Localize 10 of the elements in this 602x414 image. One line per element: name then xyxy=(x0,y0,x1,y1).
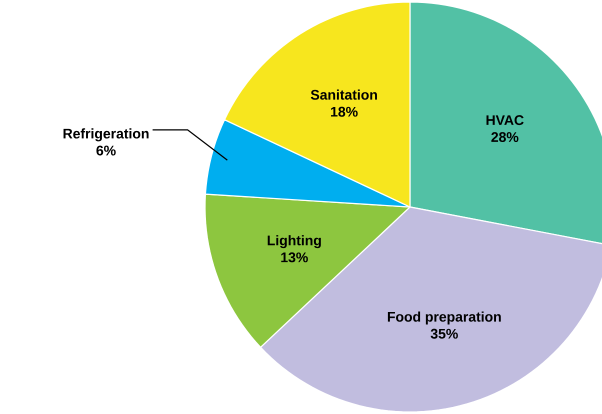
data-label: 35% xyxy=(430,328,458,339)
data-label: 18% xyxy=(331,106,358,117)
slice-label: Refrigeration xyxy=(64,128,149,142)
slice-label: HVAC xyxy=(486,115,524,126)
data-label: 6% xyxy=(96,146,116,156)
data-label: 28% xyxy=(491,132,518,142)
slice-label: Food preparation xyxy=(388,311,501,324)
slice-label: Lighting xyxy=(268,235,321,248)
slice-label: Sanitation xyxy=(310,90,377,100)
data-label: 13% xyxy=(281,252,308,262)
